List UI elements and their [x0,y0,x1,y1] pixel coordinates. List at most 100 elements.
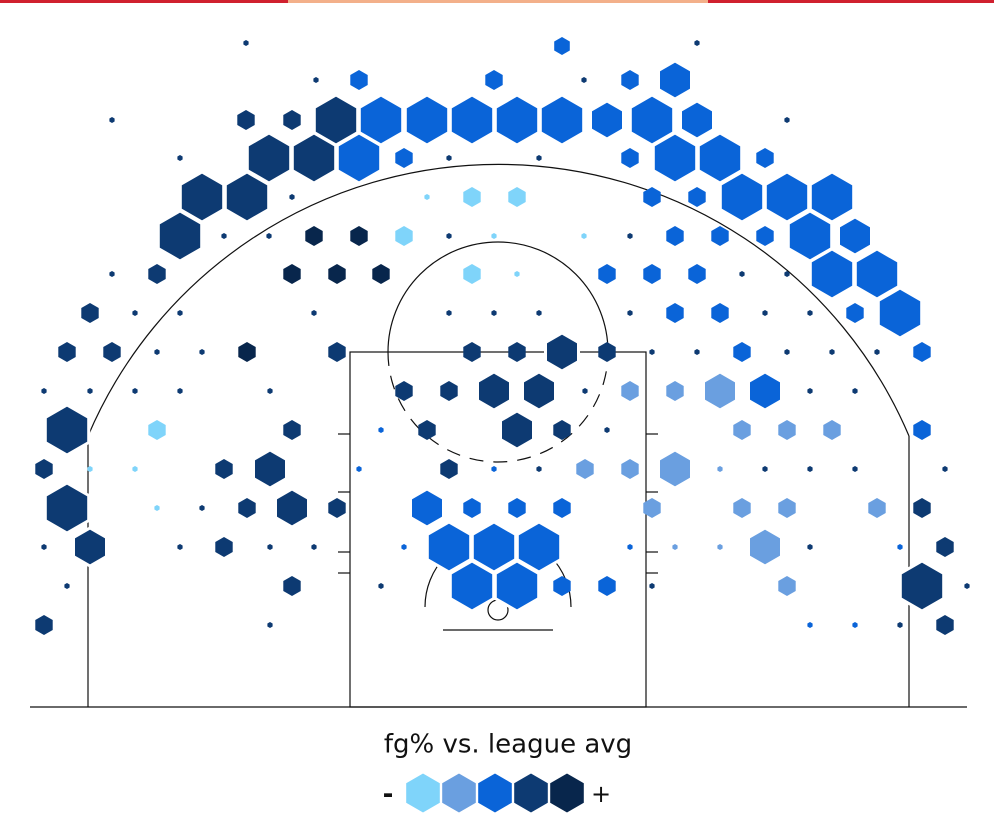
hex [64,583,70,589]
hex [215,459,233,479]
hex [536,155,542,161]
hex [395,148,413,168]
hex [784,117,790,123]
hex [491,466,497,472]
hex [936,615,954,635]
hex [778,420,796,440]
hex [846,303,864,323]
hex [446,310,452,316]
hex [148,420,166,440]
hex [536,466,542,472]
hex [876,286,924,340]
hex [717,466,723,472]
hex [621,459,639,479]
hex [221,233,227,239]
legend-high: + [591,780,611,808]
hex [733,498,751,518]
hex [425,520,473,574]
hex [177,155,183,161]
hex [289,194,295,200]
hex [283,420,301,440]
hex [621,148,639,168]
hex [508,187,526,207]
hexes [35,37,970,635]
hex [499,409,535,451]
hex [852,622,858,628]
hex [267,544,273,550]
hex [718,170,766,224]
hex [868,498,886,518]
hex [305,226,323,246]
hex [328,264,346,284]
hex [238,498,256,518]
hex [378,427,384,433]
hex [853,247,901,301]
hex [756,148,774,168]
hex [35,615,53,635]
hex [132,310,138,316]
hex [536,310,542,316]
hex [627,544,633,550]
hex [739,271,745,277]
hex [554,37,570,55]
hex [223,170,271,224]
hex [553,420,571,440]
hex [829,349,835,355]
hex [521,370,557,412]
hex [154,505,160,511]
hex [199,505,205,511]
hex [717,544,723,550]
hex [81,303,99,323]
hex [41,388,47,394]
hex [446,233,452,239]
hex [807,388,813,394]
hex [237,110,255,130]
hex [627,233,633,239]
hex [778,576,796,596]
hex [87,466,93,472]
hex [649,583,655,589]
hex [335,131,383,185]
hex [252,448,288,490]
hex [448,559,496,613]
hex [508,342,526,362]
hex [598,576,616,596]
hex [41,544,47,550]
hex [440,459,458,479]
hex [43,481,91,535]
hex [762,466,768,472]
hex [283,264,301,284]
hex [448,93,496,147]
hex [243,40,249,46]
hex [897,622,903,628]
hex [711,226,729,246]
hex [553,498,571,518]
hex [514,271,520,277]
hex [852,466,858,472]
hex [493,93,541,147]
hex [43,403,91,457]
hex [621,381,639,401]
hex [538,93,586,147]
hex [476,370,512,412]
hex [657,448,693,490]
hex [463,187,481,207]
hex [274,487,310,529]
hex [418,420,436,440]
hex [756,226,774,246]
hex [807,622,813,628]
hex [762,310,768,316]
hex [778,498,796,518]
hex [672,544,678,550]
hex [378,583,384,589]
hex [553,576,571,596]
legend-swatch [405,772,441,814]
court [30,163,967,708]
hex [424,194,430,200]
hex [313,77,319,83]
hex [711,303,729,323]
hex [463,264,481,284]
hex [267,388,273,394]
hex [544,331,580,373]
hex [942,466,948,472]
